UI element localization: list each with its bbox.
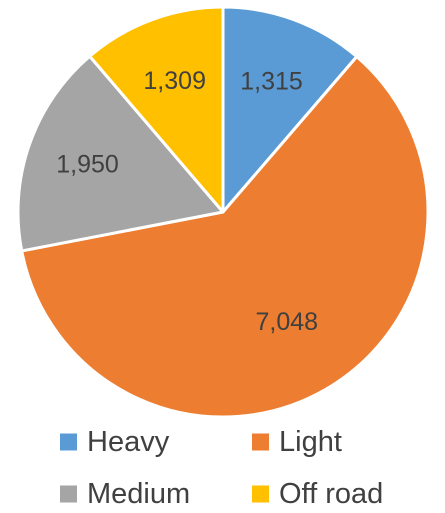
legend-swatch-medium bbox=[60, 485, 77, 503]
legend-label-medium: Medium bbox=[87, 478, 190, 508]
legend-item-light: Light bbox=[252, 426, 342, 458]
legend-label-light: Light bbox=[279, 426, 342, 458]
pie-slice-heavy bbox=[221, 5, 359, 214]
legend-swatch-heavy bbox=[60, 433, 77, 451]
legend-label-heavy: Heavy bbox=[87, 426, 170, 458]
pie-slice-off-road bbox=[88, 5, 225, 214]
legend-item-heavy: Heavy bbox=[60, 426, 170, 458]
legend: Heavy Light Medium Off road bbox=[60, 426, 383, 510]
data-label-medium: 1,950 bbox=[56, 151, 119, 179]
data-label-heavy: 1,315 bbox=[240, 67, 303, 95]
legend-item-off-road: Off road bbox=[252, 478, 383, 510]
legend-label-off-road: Off road bbox=[279, 478, 383, 508]
legend-swatch-off-road bbox=[252, 485, 269, 503]
pie-slices bbox=[16, 5, 430, 419]
pie-slice-light bbox=[20, 55, 430, 419]
pie-slice-labels: 1,315 7,048 1,950 1,309 bbox=[56, 67, 318, 336]
pie-slice-medium bbox=[16, 54, 225, 253]
legend-swatch-light bbox=[252, 433, 269, 451]
data-label-off-road: 1,309 bbox=[143, 67, 206, 95]
legend-item-medium: Medium bbox=[60, 478, 190, 510]
data-label-light: 7,048 bbox=[256, 308, 319, 336]
